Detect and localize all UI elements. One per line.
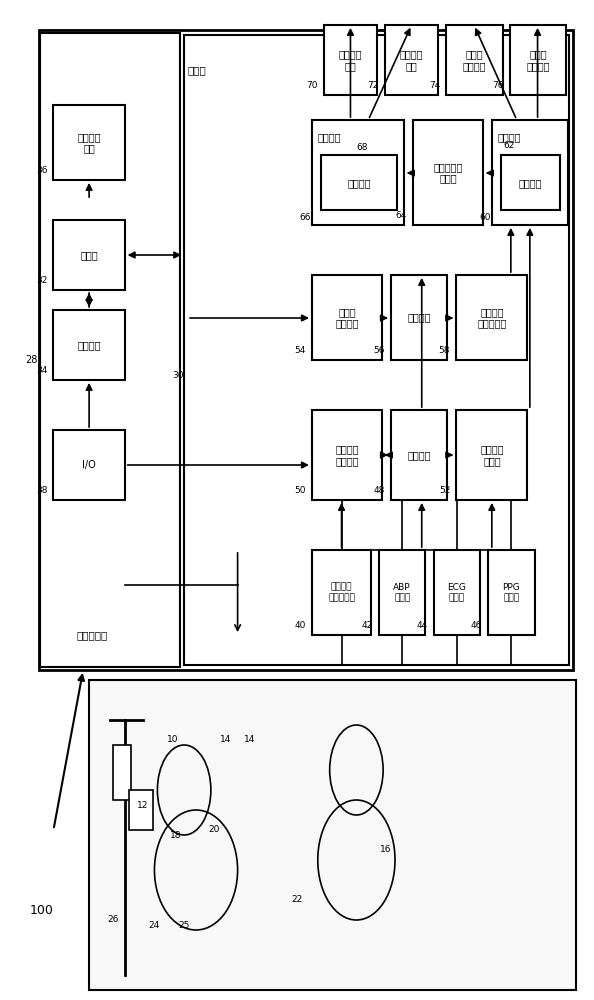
Text: 72: 72 [368,81,379,90]
Text: 12: 12 [137,800,148,810]
FancyBboxPatch shape [379,550,425,635]
Text: 24: 24 [149,920,160,930]
Text: 存储器: 存储器 [187,65,206,75]
FancyBboxPatch shape [413,120,483,225]
Text: 26: 26 [107,916,119,924]
Text: 46: 46 [471,621,482,630]
Text: 48: 48 [374,486,385,495]
FancyBboxPatch shape [53,220,125,290]
Text: 10: 10 [166,736,178,744]
Text: 显示设备: 显示设备 [77,340,101,350]
Text: 16: 16 [380,846,392,854]
Text: 比较单元: 比较单元 [318,132,342,142]
Text: PPG
监测器: PPG 监测器 [503,583,520,602]
FancyBboxPatch shape [488,550,535,635]
Text: 38: 38 [36,486,48,495]
FancyBboxPatch shape [321,155,397,210]
Text: 分类单元: 分类单元 [498,132,522,142]
Text: 36: 36 [36,166,48,175]
Text: 输液泵
定时信号: 输液泵 定时信号 [335,307,359,328]
Text: 40: 40 [295,621,306,630]
Text: 溶液冲击
特征计算器: 溶液冲击 特征计算器 [477,307,507,328]
FancyBboxPatch shape [446,25,503,95]
Text: 25: 25 [178,920,190,930]
FancyBboxPatch shape [312,410,382,500]
Text: 30: 30 [173,370,184,379]
FancyBboxPatch shape [312,275,382,360]
FancyBboxPatch shape [385,25,438,95]
Text: 液体反应性
概率值: 液体反应性 概率值 [433,162,463,183]
Text: 28: 28 [25,355,37,365]
Text: 66: 66 [299,213,311,222]
Text: 14: 14 [244,736,255,744]
Text: 18: 18 [169,830,181,840]
FancyBboxPatch shape [510,25,566,95]
Text: 62: 62 [504,141,515,150]
FancyBboxPatch shape [456,410,527,500]
Text: 基线信号: 基线信号 [407,450,431,460]
Text: 用户输入
设备: 用户输入 设备 [77,132,101,153]
Text: 音频警报
信号: 音频警报 信号 [339,49,362,71]
FancyBboxPatch shape [324,25,377,95]
FancyBboxPatch shape [501,155,560,210]
Text: 阈值响应: 阈值响应 [347,178,371,188]
Text: 70: 70 [307,81,318,90]
FancyBboxPatch shape [492,120,568,225]
Text: 76: 76 [492,81,504,90]
Text: 22: 22 [292,896,302,904]
Text: 42: 42 [362,621,373,630]
Text: I/O: I/O [82,460,96,470]
Text: 14: 14 [220,736,232,744]
Text: 60: 60 [479,213,491,222]
FancyBboxPatch shape [113,745,131,800]
FancyBboxPatch shape [312,550,371,635]
FancyBboxPatch shape [434,550,480,635]
Text: 100: 100 [30,904,53,916]
Text: 二氧化碳
分析监测器: 二氧化碳 分析监测器 [328,583,355,602]
Text: 74: 74 [429,81,440,90]
Text: 64: 64 [396,211,407,220]
FancyBboxPatch shape [312,120,404,225]
Text: 基线特征
计算器: 基线特征 计算器 [480,444,504,466]
FancyBboxPatch shape [89,680,576,990]
FancyBboxPatch shape [129,790,153,830]
Text: 68: 68 [356,143,368,152]
FancyBboxPatch shape [391,275,447,360]
FancyBboxPatch shape [53,310,125,380]
Text: 32: 32 [36,276,48,285]
Text: 44: 44 [416,621,428,630]
Text: ECG
监测器: ECG 监测器 [447,583,466,602]
FancyBboxPatch shape [53,105,125,180]
Text: 分类算法: 分类算法 [519,178,542,188]
Text: 54: 54 [295,346,306,355]
Text: 20: 20 [208,826,220,834]
Text: 处理器: 处理器 [80,250,98,260]
Text: 58: 58 [439,346,450,355]
Text: 视觉警报
信号: 视觉警报 信号 [400,49,424,71]
Text: 反应的
视觉警告: 反应的 视觉警告 [526,49,549,71]
FancyBboxPatch shape [456,275,527,360]
Text: 50: 50 [295,486,306,495]
FancyBboxPatch shape [53,430,125,500]
Text: 同步单元: 同步单元 [407,312,431,322]
Text: 计算机系统: 计算机系统 [77,630,108,640]
Text: 34: 34 [36,366,48,375]
Text: ABP
监测器: ABP 监测器 [393,583,411,602]
Text: 到泵的
控制信号: 到泵的 控制信号 [463,49,486,71]
Text: 56: 56 [374,346,385,355]
Text: 溶液冲击
生理信号: 溶液冲击 生理信号 [335,444,359,466]
FancyBboxPatch shape [391,410,447,500]
Text: 52: 52 [439,486,450,495]
